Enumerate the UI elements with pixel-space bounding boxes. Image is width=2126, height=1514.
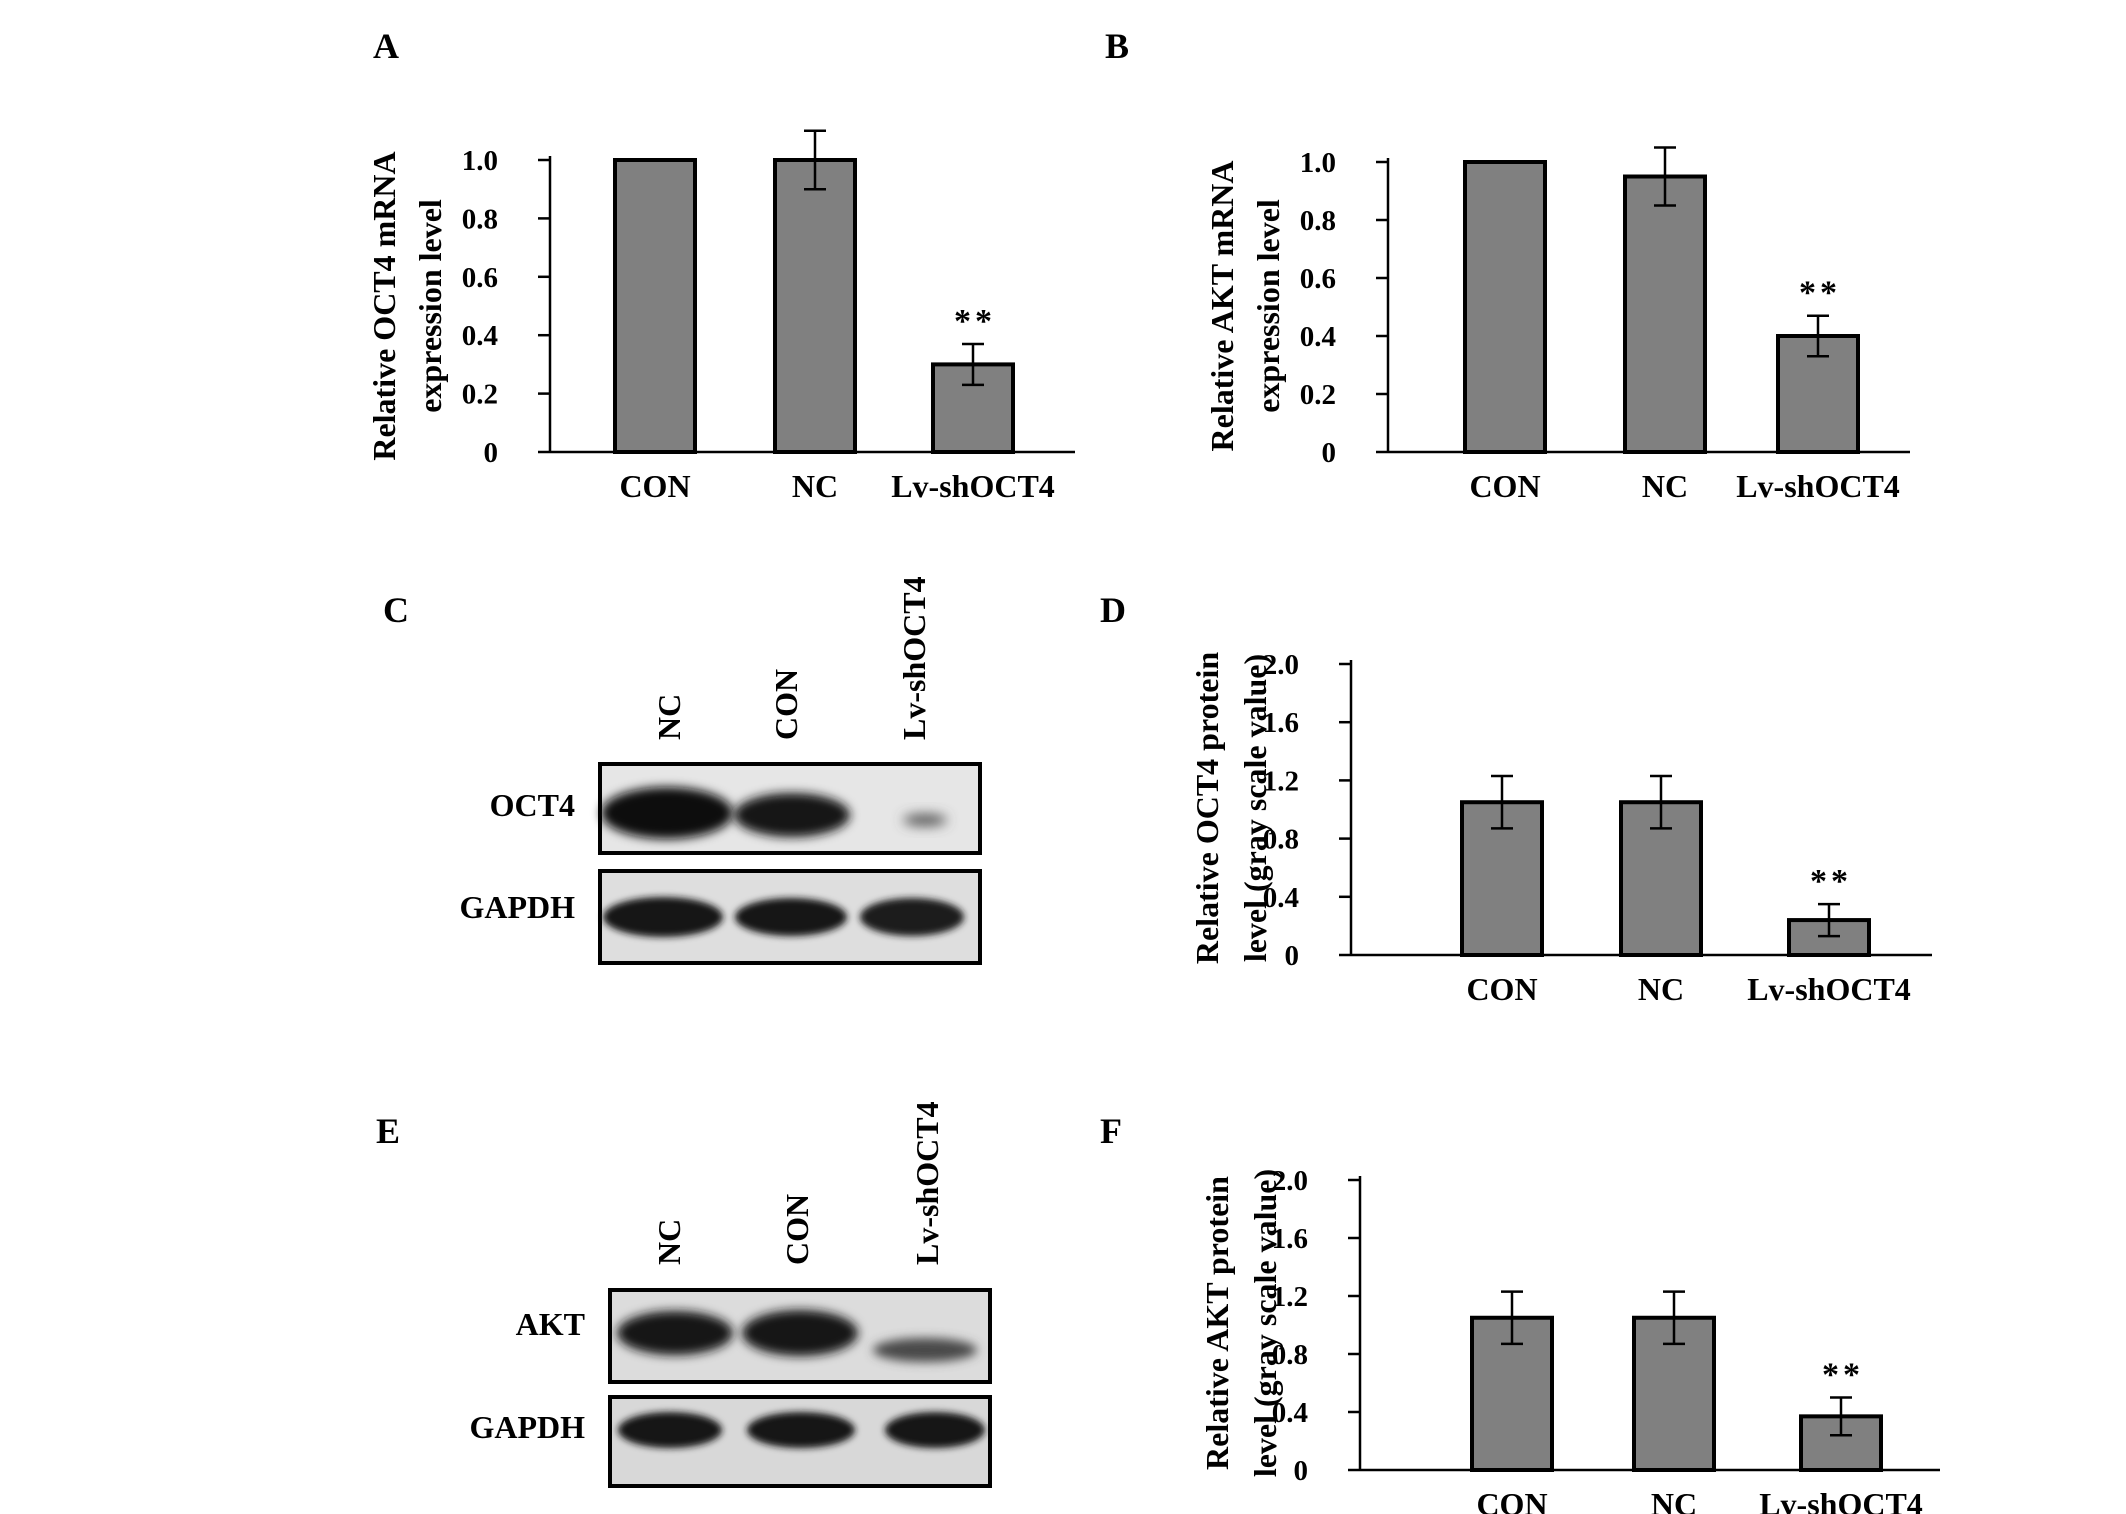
chart-d: 0 0.4 0.8 1.2 1.6 2.0 Relative OCT4 protein lev… xyxy=(1189,649,1932,1007)
chart-a-ytick-label: 0 xyxy=(484,437,499,469)
chart-d-ytick-label: 0.8 xyxy=(1263,824,1299,856)
chart-b-category-label: NC xyxy=(1642,468,1688,504)
blot-e-row-label-1: AKT xyxy=(516,1306,585,1342)
chart-d-ytick-label: 1.6 xyxy=(1263,707,1299,739)
chart-b-ytick-label: 0.6 xyxy=(1300,263,1336,295)
chart-d-ytick-label: 0 xyxy=(1285,940,1300,972)
panel-letter-b: B xyxy=(1105,26,1129,66)
blot-e-row-label-2: GAPDH xyxy=(469,1409,585,1445)
chart-d-ylabel-line: level (gray scale value) xyxy=(1237,654,1273,962)
chart-d-ytick-label: 2.0 xyxy=(1263,649,1299,681)
chart-a-ylabel-line: Relative OCT4 mRNA xyxy=(366,151,402,460)
panel-letter-e: E xyxy=(376,1111,400,1151)
blot-c-row-label-1: OCT4 xyxy=(490,787,575,823)
chart-a-category-label: NC xyxy=(792,468,838,504)
blot-e-band-akt-2 xyxy=(742,1310,858,1356)
blot-c-lane-label-1: NC xyxy=(651,694,687,740)
chart-b: 0 0.2 0.4 0.6 0.8 1.0 Relative AKT mRNA express… xyxy=(1204,146,1910,504)
chart-b-ytick-label: 1.0 xyxy=(1300,147,1336,179)
chart-d-ytick-label: 0.4 xyxy=(1263,882,1299,914)
chart-b-bar xyxy=(1463,160,1547,454)
blot-c-band-gapdh-1 xyxy=(603,897,723,937)
chart-a-category-label: CON xyxy=(619,468,690,504)
chart-b-category-label: Lv-shOCT4 xyxy=(1736,468,1900,504)
blot-e-lane-label-1: NC xyxy=(651,1219,687,1265)
chart-f-category-label: Lv-shOCT4 xyxy=(1759,1486,1923,1514)
chart-d-ylabel-line: Relative OCT4 protein xyxy=(1189,652,1225,964)
chart-a-ytick-label: 0.4 xyxy=(462,320,498,352)
chart-b-ytick-label: 0.8 xyxy=(1300,205,1336,237)
chart-f-significance-label: ** xyxy=(1822,1357,1864,1394)
blot-c-lane-label-3: Lv-shOCT4 xyxy=(896,576,932,740)
chart-f-ytick-label: 1.6 xyxy=(1272,1223,1308,1255)
panel-letter-c: C xyxy=(383,590,409,630)
blot-c-band-gapdh-3 xyxy=(860,898,964,936)
western-blot-c: NC CON Lv-shOCT4 OCT4 GAPDH xyxy=(459,576,982,965)
chart-a-significance-label: ** xyxy=(954,303,996,340)
blot-c-row-label-2: GAPDH xyxy=(459,889,575,925)
panel-letter-f: F xyxy=(1100,1111,1122,1151)
blot-e-band-akt-1 xyxy=(617,1311,733,1355)
blot-e-band-gapdh-1 xyxy=(618,1412,722,1448)
chart-f-ytick-label: 0.8 xyxy=(1272,1339,1308,1371)
blot-e-band-gapdh-3 xyxy=(885,1412,985,1448)
chart-f-ytick-label: 2.0 xyxy=(1272,1165,1308,1197)
chart-a-ytick-label: 0.6 xyxy=(462,262,498,294)
blot-e-lane-label-2: CON xyxy=(779,1194,815,1265)
chart-f-ylabel-line: level (gray scale value) xyxy=(1247,1169,1283,1477)
western-blot-e: NC CON Lv-shOCT4 AKT GAPDH xyxy=(469,1101,992,1488)
blot-c-band-oct4-1 xyxy=(601,787,733,839)
chart-f-category-label: CON xyxy=(1476,1486,1547,1514)
blot-c-lane-label-2: CON xyxy=(768,669,804,740)
chart-a-category-label: Lv-shOCT4 xyxy=(891,468,1055,504)
chart-d-category-label: CON xyxy=(1466,971,1537,1007)
chart-b-ytick-label: 0.4 xyxy=(1300,321,1336,353)
blot-e-band-akt-3 xyxy=(873,1338,977,1362)
chart-f-category-label: NC xyxy=(1651,1486,1697,1514)
chart-a-ytick-label: 1.0 xyxy=(462,145,498,177)
chart-d-category-label: Lv-shOCT4 xyxy=(1747,971,1911,1007)
blot-e-band-gapdh-2 xyxy=(747,1412,855,1448)
chart-f-ytick-label: 0.4 xyxy=(1272,1397,1308,1429)
chart-f-ytick-label: 0 xyxy=(1294,1455,1309,1487)
panel-letter-a: A xyxy=(373,26,399,66)
chart-a: 0 0.2 0.4 0.6 0.8 1.0 Relative OCT4 mRNA expres… xyxy=(366,129,1075,504)
blot-c-band-gapdh-2 xyxy=(735,898,847,936)
chart-f-ytick-label: 1.2 xyxy=(1272,1281,1308,1313)
chart-b-bar xyxy=(1623,174,1707,454)
blot-c-band-oct4-2 xyxy=(734,793,850,837)
chart-d-ytick-label: 1.2 xyxy=(1263,765,1299,797)
chart-a-bar xyxy=(773,158,857,454)
chart-a-ytick-label: 0.2 xyxy=(462,379,498,411)
chart-a-bar xyxy=(613,158,697,454)
chart-b-ytick-label: 0.2 xyxy=(1300,379,1336,411)
chart-d-significance-label: ** xyxy=(1810,863,1852,900)
chart-b-ylabel-line: expression level xyxy=(1250,199,1286,413)
chart-f-ylabel-line: Relative AKT protein xyxy=(1199,1176,1235,1470)
blot-c-band-oct4-3 xyxy=(903,814,947,826)
blot-e-lane-label-3: Lv-shOCT4 xyxy=(909,1101,945,1265)
chart-b-category-label: CON xyxy=(1469,468,1540,504)
chart-a-ytick-label: 0.8 xyxy=(462,203,498,235)
chart-d-category-label: NC xyxy=(1638,971,1684,1007)
chart-f: 0 0.4 0.8 1.2 1.6 2.0 Relative AKT protein leve… xyxy=(1199,1165,1940,1514)
chart-b-ylabel-line: Relative AKT mRNA xyxy=(1204,161,1240,452)
chart-b-ytick-label: 0 xyxy=(1322,437,1337,469)
chart-b-significance-label: ** xyxy=(1799,275,1841,312)
chart-a-ylabel-line: expression level xyxy=(412,199,448,413)
panel-letter-d: D xyxy=(1100,590,1126,630)
